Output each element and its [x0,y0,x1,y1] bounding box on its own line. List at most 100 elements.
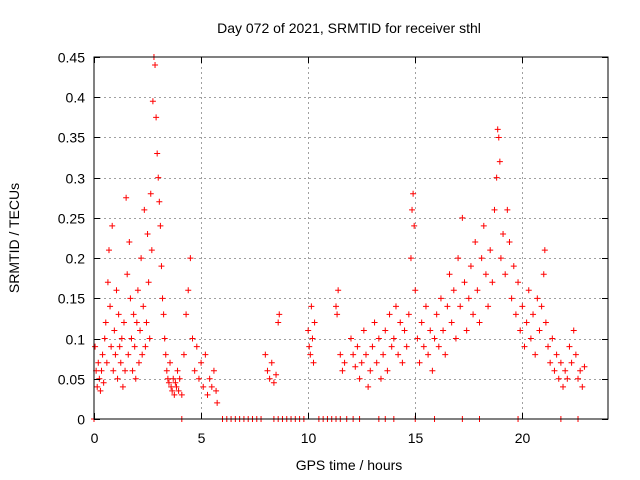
data-point [431,335,438,342]
data-point [373,359,380,366]
data-point [193,343,200,350]
data-point [305,327,312,334]
data-point [176,375,183,382]
x-axis-label: GPS time / hours [296,457,403,473]
data-point [174,367,181,374]
data-point [562,367,569,374]
data-point [409,206,416,213]
data-point [551,367,558,374]
data-point [367,367,374,374]
data-point [152,62,159,69]
data-point [165,379,172,386]
data-point [178,391,185,398]
data-point [482,271,489,278]
data-point [126,239,133,246]
data-point [459,214,466,221]
data-point [545,343,552,350]
data-point [382,327,389,334]
data-point [144,230,151,237]
data-point [532,351,539,358]
data-point [157,222,164,229]
data-point [104,279,111,286]
data-point [172,379,179,386]
data-point [446,271,453,278]
y-tick-label: 0.4 [66,90,86,106]
data-point [508,295,515,302]
data-point [117,359,124,366]
data-point [97,387,104,394]
data-point [377,375,384,382]
y-tick-label: 0.05 [58,372,85,388]
data-point [360,327,367,334]
data-point [113,287,120,294]
data-point [442,351,449,358]
y-tick-label: 0.2 [66,251,86,267]
data-point [310,359,317,366]
y-tick-label: 0.35 [58,130,85,146]
x-tick-label: 15 [408,430,424,446]
data-point [135,359,142,366]
data-point [210,367,217,374]
data-point [164,375,171,382]
data-point [474,287,481,294]
data-point [521,343,528,350]
axis-ticks: 0 0.05 0.1 0.15 0.2 0.25 0.3 0.35 0.4 0.45 0 5 10 15 2… [58,50,608,446]
data-point [463,327,470,334]
data-point [132,375,139,382]
data-point [564,375,571,382]
data-point [493,174,500,181]
data-point [339,367,346,374]
data-point [435,343,442,350]
data-point [138,255,145,262]
data-point [268,359,275,366]
data-point [306,343,313,350]
data-point [206,375,213,382]
data-point [92,343,99,350]
data-point [123,194,130,201]
data-point [452,335,459,342]
data-point [496,158,503,165]
data-point [160,311,167,318]
data-point [143,319,150,326]
data-point [494,126,501,133]
data-point [422,303,429,310]
data-point [450,287,457,294]
data-point [335,287,342,294]
data-point [566,343,573,350]
data-point [105,247,112,254]
data-point [348,335,354,342]
data-point [542,319,549,326]
data-point [429,367,436,374]
data-point [461,279,468,286]
data-point [115,311,122,318]
data-point [350,351,357,358]
data-point [120,319,127,326]
data-point [116,343,123,350]
data-point [485,303,492,310]
data-point [153,114,160,121]
data-point [99,351,106,358]
data-point [547,359,554,366]
data-point [410,190,417,197]
data-point [95,359,102,366]
data-point [411,222,418,229]
data-point [162,351,169,358]
x-tick-label: 0 [91,430,99,446]
y-axis-label: SRMTID / TECUs [6,183,22,293]
data-point [109,222,116,229]
data-point [148,247,155,254]
data-point [124,271,131,278]
data-point [495,134,502,141]
data-point [204,391,211,398]
data-point [114,375,121,382]
data-point [169,387,176,394]
data-point [133,319,140,326]
data-point [130,311,137,318]
data-point [515,279,522,286]
data-point [337,351,344,358]
data-point [512,311,519,318]
data-point [175,387,182,394]
data-point [519,303,526,310]
data-point [540,271,547,278]
data-point [369,343,376,350]
